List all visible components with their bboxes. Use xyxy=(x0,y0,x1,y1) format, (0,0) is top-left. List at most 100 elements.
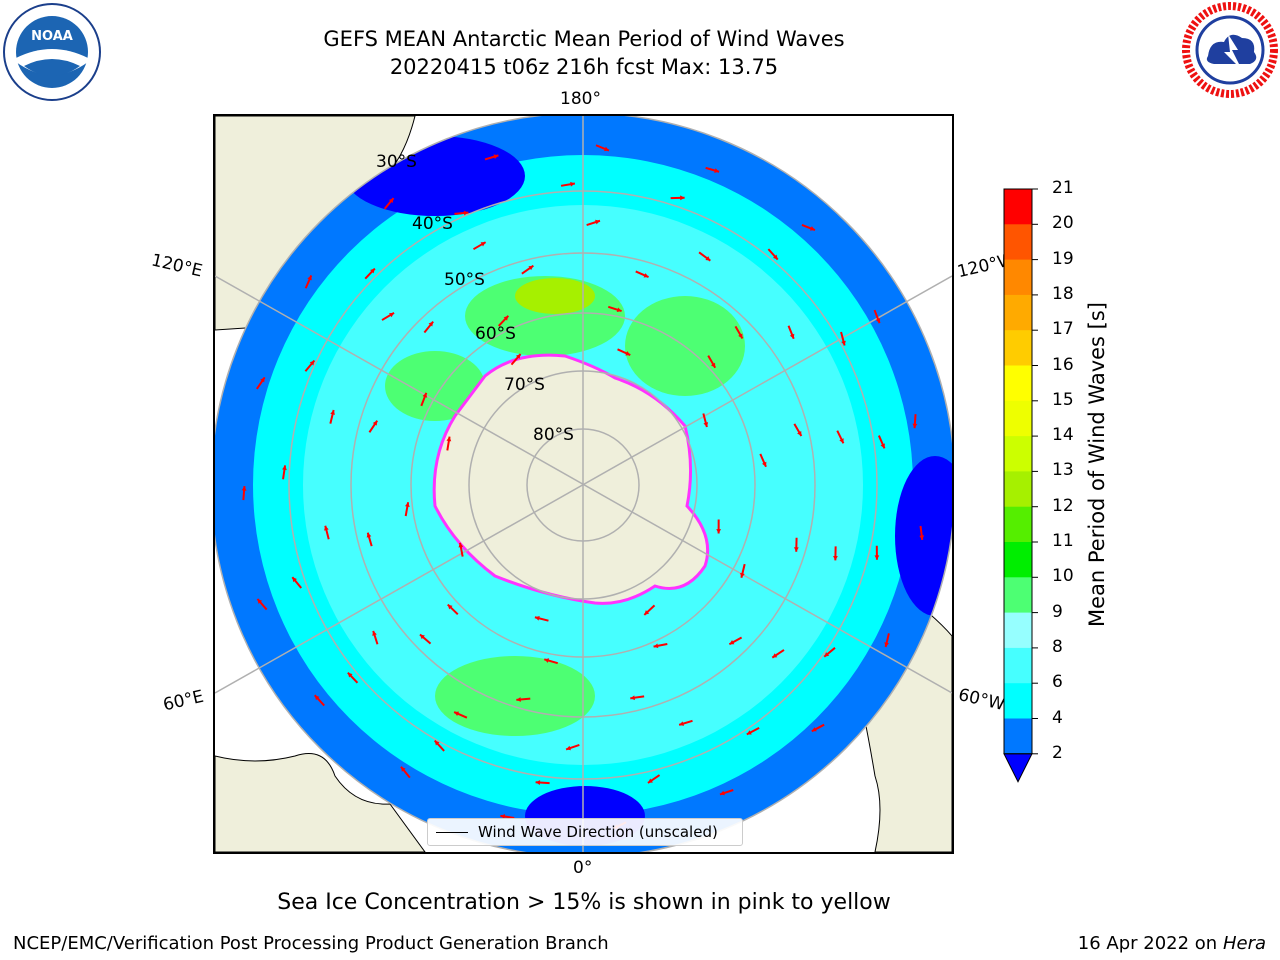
lon-label-180: 180° xyxy=(560,89,601,109)
colorbar-extend-triangle xyxy=(1003,753,1033,783)
legend-line-icon xyxy=(436,831,468,833)
wind-wave-arrow-head xyxy=(463,210,469,216)
colorbar-tick-label: 12 xyxy=(1052,495,1074,516)
wind-wave-arrow-head xyxy=(515,354,521,359)
sea-ice-caption: Sea Ice Concentration > 15% is shown in … xyxy=(277,890,891,915)
colorbar-segment xyxy=(1004,683,1032,719)
colorbar-segment xyxy=(1004,400,1032,437)
footer-host: Hera xyxy=(1222,933,1266,954)
colorbar-tick-label: 9 xyxy=(1052,601,1063,622)
wind-wave-arrow-head xyxy=(616,307,622,313)
wind-wave-arrow-head xyxy=(422,392,427,398)
wind-wave-arrow-head xyxy=(625,351,631,356)
wind-wave-arrow-head xyxy=(793,547,799,552)
colorbar-tick-label: 8 xyxy=(1052,636,1063,657)
colorbar-segment xyxy=(1004,542,1032,578)
wind-wave-arrow-head xyxy=(738,333,743,339)
colorbar-segment xyxy=(1004,506,1032,543)
colorbar-segment xyxy=(1004,471,1032,508)
wind-wave-arrow-head xyxy=(643,273,649,278)
wind-wave-arrow-head xyxy=(324,525,329,531)
colorbar-tick-label: 11 xyxy=(1052,531,1074,551)
lat-label-70s: 70°S xyxy=(504,375,545,395)
wind-wave-arrow-head xyxy=(309,360,315,366)
wind-wave-arrow-head xyxy=(347,672,353,678)
wind-wave-direction-arrows xyxy=(241,144,925,830)
lat-label-80s: 80°S xyxy=(533,425,574,445)
wind-wave-arrow-head xyxy=(570,181,575,187)
wind-wave-arrow-head xyxy=(875,318,881,324)
wind-wave-arrow-head xyxy=(884,642,889,648)
lat-label-40s: 40°S xyxy=(412,214,453,234)
colorbar-tick-label: 14 xyxy=(1052,425,1074,446)
wind-wave-arrow-head xyxy=(544,658,550,663)
wind-wave-arrow-head xyxy=(480,242,486,247)
footer-date: 16 Apr 2022 on Hera xyxy=(1077,933,1266,954)
wind-wave-arrow-head xyxy=(314,695,320,701)
colorbar-tick-label: 6 xyxy=(1052,672,1063,693)
lon-label-0: 0° xyxy=(573,858,593,878)
colorbar-segment xyxy=(1004,330,1032,366)
wind-wave-arrow-head xyxy=(880,443,885,449)
wind-wave-arrow-head xyxy=(389,312,395,318)
wind-wave-arrow-head xyxy=(404,502,410,507)
colorbar-tick-label: 20 xyxy=(1052,213,1074,234)
wind-wave-arrow-head xyxy=(714,168,720,173)
wind-wave-arrow-head xyxy=(719,790,725,796)
colorbar-tick-label: 21 xyxy=(1052,178,1074,198)
wind-wave-arrow-head xyxy=(595,219,600,225)
colorbar-label: Mean Period of Wind Waves [s] xyxy=(1085,302,1109,627)
wind-wave-arrow-head xyxy=(400,766,406,772)
colorbar-segment xyxy=(1004,259,1032,296)
wind-wave-arrow-head xyxy=(307,275,312,281)
wind-wave-arrow-head xyxy=(630,695,635,701)
wind-wave-arrow-head xyxy=(372,630,377,636)
wind-wave-arrow-head xyxy=(447,604,453,610)
colorbar-tick-label: 10 xyxy=(1052,566,1074,587)
wind-wave-arrow-head xyxy=(789,333,795,339)
wind-wave-arrow-head xyxy=(241,486,247,491)
polar-map xyxy=(215,116,952,852)
wind-wave-arrow-head xyxy=(534,615,540,621)
wind-wave-arrow-head xyxy=(644,610,650,615)
lat-label-30s: 30°S xyxy=(376,152,417,172)
colorbar-tick-label: 2 xyxy=(1052,742,1063,763)
wind-wave-arrow-head xyxy=(811,727,817,732)
lon-label-120e: 120°E xyxy=(149,250,205,282)
wind-wave-arrow-head xyxy=(833,555,838,561)
wind-wave-arrow-head xyxy=(797,430,802,436)
nws-logo xyxy=(1182,2,1278,98)
wind-wave-arrow-head xyxy=(366,532,372,538)
wind-wave-arrow-head xyxy=(772,254,778,260)
wind-wave-arrow-head xyxy=(705,256,711,261)
wind-wave-arrow-head xyxy=(535,780,541,785)
colorbar-tick-label: 16 xyxy=(1052,354,1074,375)
wind-wave-arrow-head xyxy=(516,697,521,702)
colorbar-tick-label: 13 xyxy=(1052,460,1074,481)
wind-wave-arrow-head xyxy=(647,778,653,783)
wind-wave-arrow-head xyxy=(566,745,572,751)
colorbar-segment xyxy=(1004,436,1032,472)
colorbar-tick-label: 15 xyxy=(1052,389,1074,410)
wind-wave-arrow-head xyxy=(746,730,752,735)
colorbar-segment xyxy=(1004,294,1032,331)
wind-wave-arrow-head xyxy=(260,377,265,383)
legend-label: Wind Wave Direction (unscaled) xyxy=(478,823,718,841)
colorbar-segment xyxy=(1004,189,1032,225)
wind-wave-arrow-head xyxy=(824,652,830,657)
wind-wave-arrow-head xyxy=(841,340,846,346)
chart-subtitle: 20220415 t06z 216h fcst Max: 13.75 xyxy=(389,55,779,79)
wind-wave-arrow-head xyxy=(874,555,880,560)
chart-title: GEFS MEAN Antarctic Mean Period of Wind … xyxy=(323,27,845,51)
colorbar-tick-label: 19 xyxy=(1052,248,1074,269)
wind-wave-arrow-head xyxy=(388,198,394,204)
wind-wave-arrow-head xyxy=(528,265,534,271)
wind-wave-arrow-head xyxy=(810,226,815,231)
wind-wave-arrow-head xyxy=(282,465,287,471)
wind-wave-arrow-head xyxy=(493,154,499,159)
wind-wave-arrow-head xyxy=(710,362,716,368)
wind-wave-arrow-head xyxy=(503,315,509,321)
lon-label-60e: 60°E xyxy=(161,686,206,716)
wind-wave-arrow-head xyxy=(703,422,709,428)
wind-wave-arrow-head xyxy=(370,268,375,274)
